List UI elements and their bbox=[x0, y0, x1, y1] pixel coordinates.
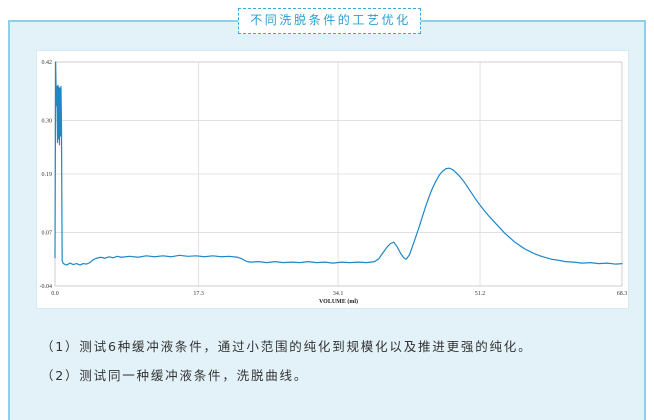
chromatogram-chart: 0.0 17.3 34.1 51.2 68.3 0.42 0.30 0.19 0.07 -0.04… bbox=[40, 60, 628, 305]
x-tick-label: 0.0 bbox=[51, 291, 59, 297]
section-title: 不同洗脱条件的工艺优化 bbox=[250, 13, 411, 27]
tick-labels: 0.0 17.3 34.1 51.2 68.3 0.42 0.30 0.19 0.07 -0.04 bbox=[40, 60, 628, 297]
note-line: （1）测试6种缓冲液条件，通过小范围的纯化到规模化以及推进更强的纯化。 bbox=[41, 339, 533, 354]
x-tick-label: 51.2 bbox=[475, 291, 486, 297]
y-tick-label: 0.42 bbox=[42, 60, 53, 66]
section-title-box: 不同洗脱条件的工艺优化 bbox=[238, 8, 421, 34]
x-tick-label: 68.3 bbox=[617, 291, 628, 297]
series-group bbox=[54, 61, 623, 266]
y-tick-label: -0.04 bbox=[40, 284, 53, 290]
x-tick-label: 34.1 bbox=[333, 291, 344, 297]
series-line bbox=[54, 61, 623, 266]
y-tick-label: 0.30 bbox=[42, 118, 53, 124]
note-line: （2）测试同一种缓冲液条件，洗脱曲线。 bbox=[41, 368, 309, 383]
gridlines bbox=[55, 62, 622, 286]
chart-panel: 0.0 17.3 34.1 51.2 68.3 0.42 0.30 0.19 0.07 -0.04… bbox=[36, 50, 629, 309]
x-tick-label: 17.3 bbox=[193, 291, 204, 297]
x-axis-label: VOLUME (ml) bbox=[319, 298, 358, 305]
y-tick-label: 0.07 bbox=[42, 230, 53, 236]
y-tick-label: 0.19 bbox=[42, 172, 53, 178]
